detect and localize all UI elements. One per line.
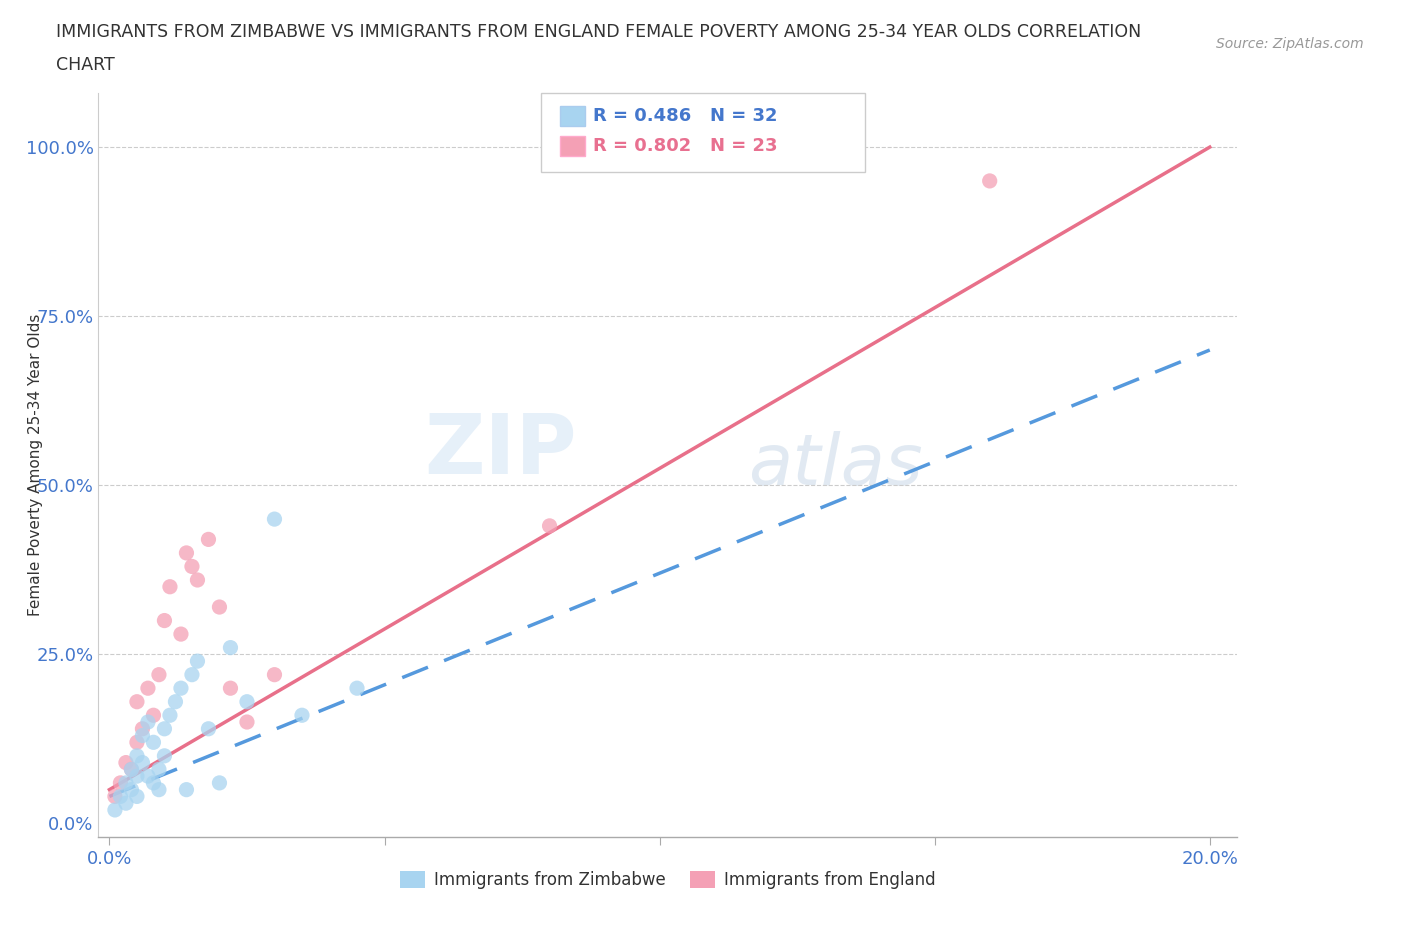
- Point: [142, 735, 165, 750]
- Point: [236, 714, 259, 729]
- Point: [219, 640, 242, 655]
- Point: [104, 789, 127, 804]
- Point: [263, 512, 285, 526]
- Legend: Immigrants from Zimbabwe, Immigrants from England: Immigrants from Zimbabwe, Immigrants fro…: [394, 864, 942, 896]
- Point: [979, 174, 1001, 189]
- Point: [125, 789, 148, 804]
- Point: [110, 776, 132, 790]
- Point: [136, 714, 159, 729]
- Text: IMMIGRANTS FROM ZIMBABWE VS IMMIGRANTS FROM ENGLAND FEMALE POVERTY AMONG 25-34 Y: IMMIGRANTS FROM ZIMBABWE VS IMMIGRANTS F…: [56, 23, 1142, 41]
- Point: [125, 749, 148, 764]
- Point: [219, 681, 242, 696]
- Point: [236, 695, 259, 710]
- Point: [208, 600, 231, 615]
- Point: [170, 681, 193, 696]
- Point: [186, 573, 208, 588]
- Point: [148, 782, 170, 797]
- Point: [115, 755, 138, 770]
- Point: [104, 803, 127, 817]
- Point: [263, 667, 285, 682]
- Point: [136, 681, 159, 696]
- Point: [181, 559, 204, 574]
- Point: [346, 681, 368, 696]
- Point: [159, 579, 181, 594]
- Point: [120, 782, 142, 797]
- Point: [176, 782, 198, 797]
- Point: [153, 722, 176, 737]
- Point: [115, 796, 138, 811]
- Text: atlas: atlas: [748, 431, 922, 499]
- Point: [148, 762, 170, 777]
- Point: [125, 695, 148, 710]
- Point: [153, 749, 176, 764]
- Point: [153, 613, 176, 628]
- Point: [125, 735, 148, 750]
- Text: R = 0.802   N = 23: R = 0.802 N = 23: [593, 137, 778, 155]
- Point: [131, 728, 153, 743]
- Point: [186, 654, 208, 669]
- Point: [120, 762, 142, 777]
- Point: [115, 776, 138, 790]
- Text: Female Poverty Among 25-34 Year Olds: Female Poverty Among 25-34 Year Olds: [28, 313, 44, 617]
- Point: [170, 627, 193, 642]
- Point: [131, 722, 153, 737]
- Point: [148, 667, 170, 682]
- Text: Source: ZipAtlas.com: Source: ZipAtlas.com: [1216, 37, 1364, 51]
- Point: [538, 518, 561, 533]
- Point: [142, 708, 165, 723]
- Text: ZIP: ZIP: [425, 409, 576, 491]
- Point: [110, 789, 132, 804]
- Text: R = 0.486   N = 32: R = 0.486 N = 32: [593, 107, 778, 126]
- Text: CHART: CHART: [56, 56, 115, 73]
- Point: [131, 755, 153, 770]
- Point: [181, 667, 204, 682]
- Point: [142, 776, 165, 790]
- Point: [159, 708, 181, 723]
- Point: [125, 769, 148, 784]
- Point: [176, 546, 198, 561]
- Point: [208, 776, 231, 790]
- Point: [136, 769, 159, 784]
- Point: [197, 532, 219, 547]
- Point: [291, 708, 314, 723]
- Point: [120, 762, 142, 777]
- Point: [165, 695, 187, 710]
- Point: [197, 722, 219, 737]
